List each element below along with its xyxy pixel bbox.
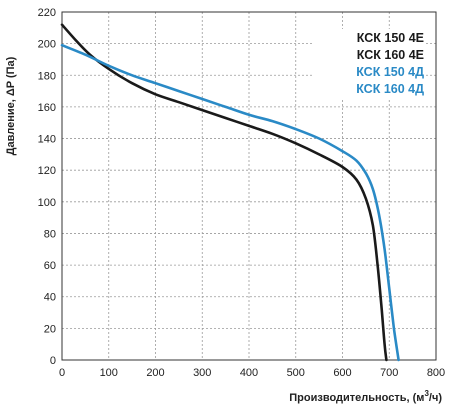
- series-line-1: [60, 23, 388, 362]
- legend-entry: КСК 160 4Д: [356, 82, 424, 96]
- x-axis-title-main: Производительность, (м: [289, 392, 424, 404]
- y-axis-title: Давление, ΔP (Па): [5, 56, 17, 155]
- plot-area-frame: [61, 11, 437, 361]
- x-tick-label: 600: [333, 367, 351, 379]
- y-tick-label: 180: [38, 70, 56, 82]
- series-line-2: [60, 43, 400, 362]
- x-tick-label: 800: [427, 367, 445, 379]
- y-tick-label: 40: [44, 292, 56, 304]
- y-tick-label: 0: [50, 355, 56, 367]
- series-lines: [60, 23, 400, 362]
- y-tick-label: 120: [38, 165, 56, 177]
- y-tick-label: 60: [44, 260, 56, 272]
- x-tick-label: 400: [240, 367, 258, 379]
- y-tick-label: 80: [44, 228, 56, 240]
- x-tick-label: 300: [193, 367, 211, 379]
- x-axis-title: Производительность, (м3/ч): [289, 389, 442, 404]
- x-axis-title-tail: /ч): [429, 392, 442, 404]
- x-tick-label: 200: [146, 367, 164, 379]
- legend: КСК 150 4Е КСК 160 4Е КСК 150 4Д КСК 160 4Д: [356, 31, 424, 96]
- x-axis-ticks: 0 100 200 300 400 500 600 700 800: [59, 367, 445, 379]
- y-tick-label: 200: [38, 39, 56, 51]
- x-tick-label: 100: [100, 367, 118, 379]
- x-tick-label: 700: [380, 367, 398, 379]
- y-tick-label: 140: [38, 134, 56, 146]
- y-tick-label: 160: [38, 102, 56, 114]
- x-tick-label: 500: [287, 367, 305, 379]
- legend-entry: КСК 150 4Е: [357, 31, 424, 45]
- legend-entry: КСК 150 4Д: [356, 65, 424, 79]
- x-tick-label: 0: [59, 367, 65, 379]
- y-tick-label: 220: [38, 7, 56, 19]
- y-axis-ticks: 0 20 40 60 80 100 120 140 160 180 200 220: [38, 7, 56, 367]
- x-axis-title-superscript: 3: [424, 389, 429, 398]
- legend-background: [312, 29, 424, 99]
- legend-entry: КСК 160 4Е: [357, 48, 424, 62]
- y-tick-label: 20: [44, 323, 56, 335]
- y-tick-label: 100: [38, 197, 56, 209]
